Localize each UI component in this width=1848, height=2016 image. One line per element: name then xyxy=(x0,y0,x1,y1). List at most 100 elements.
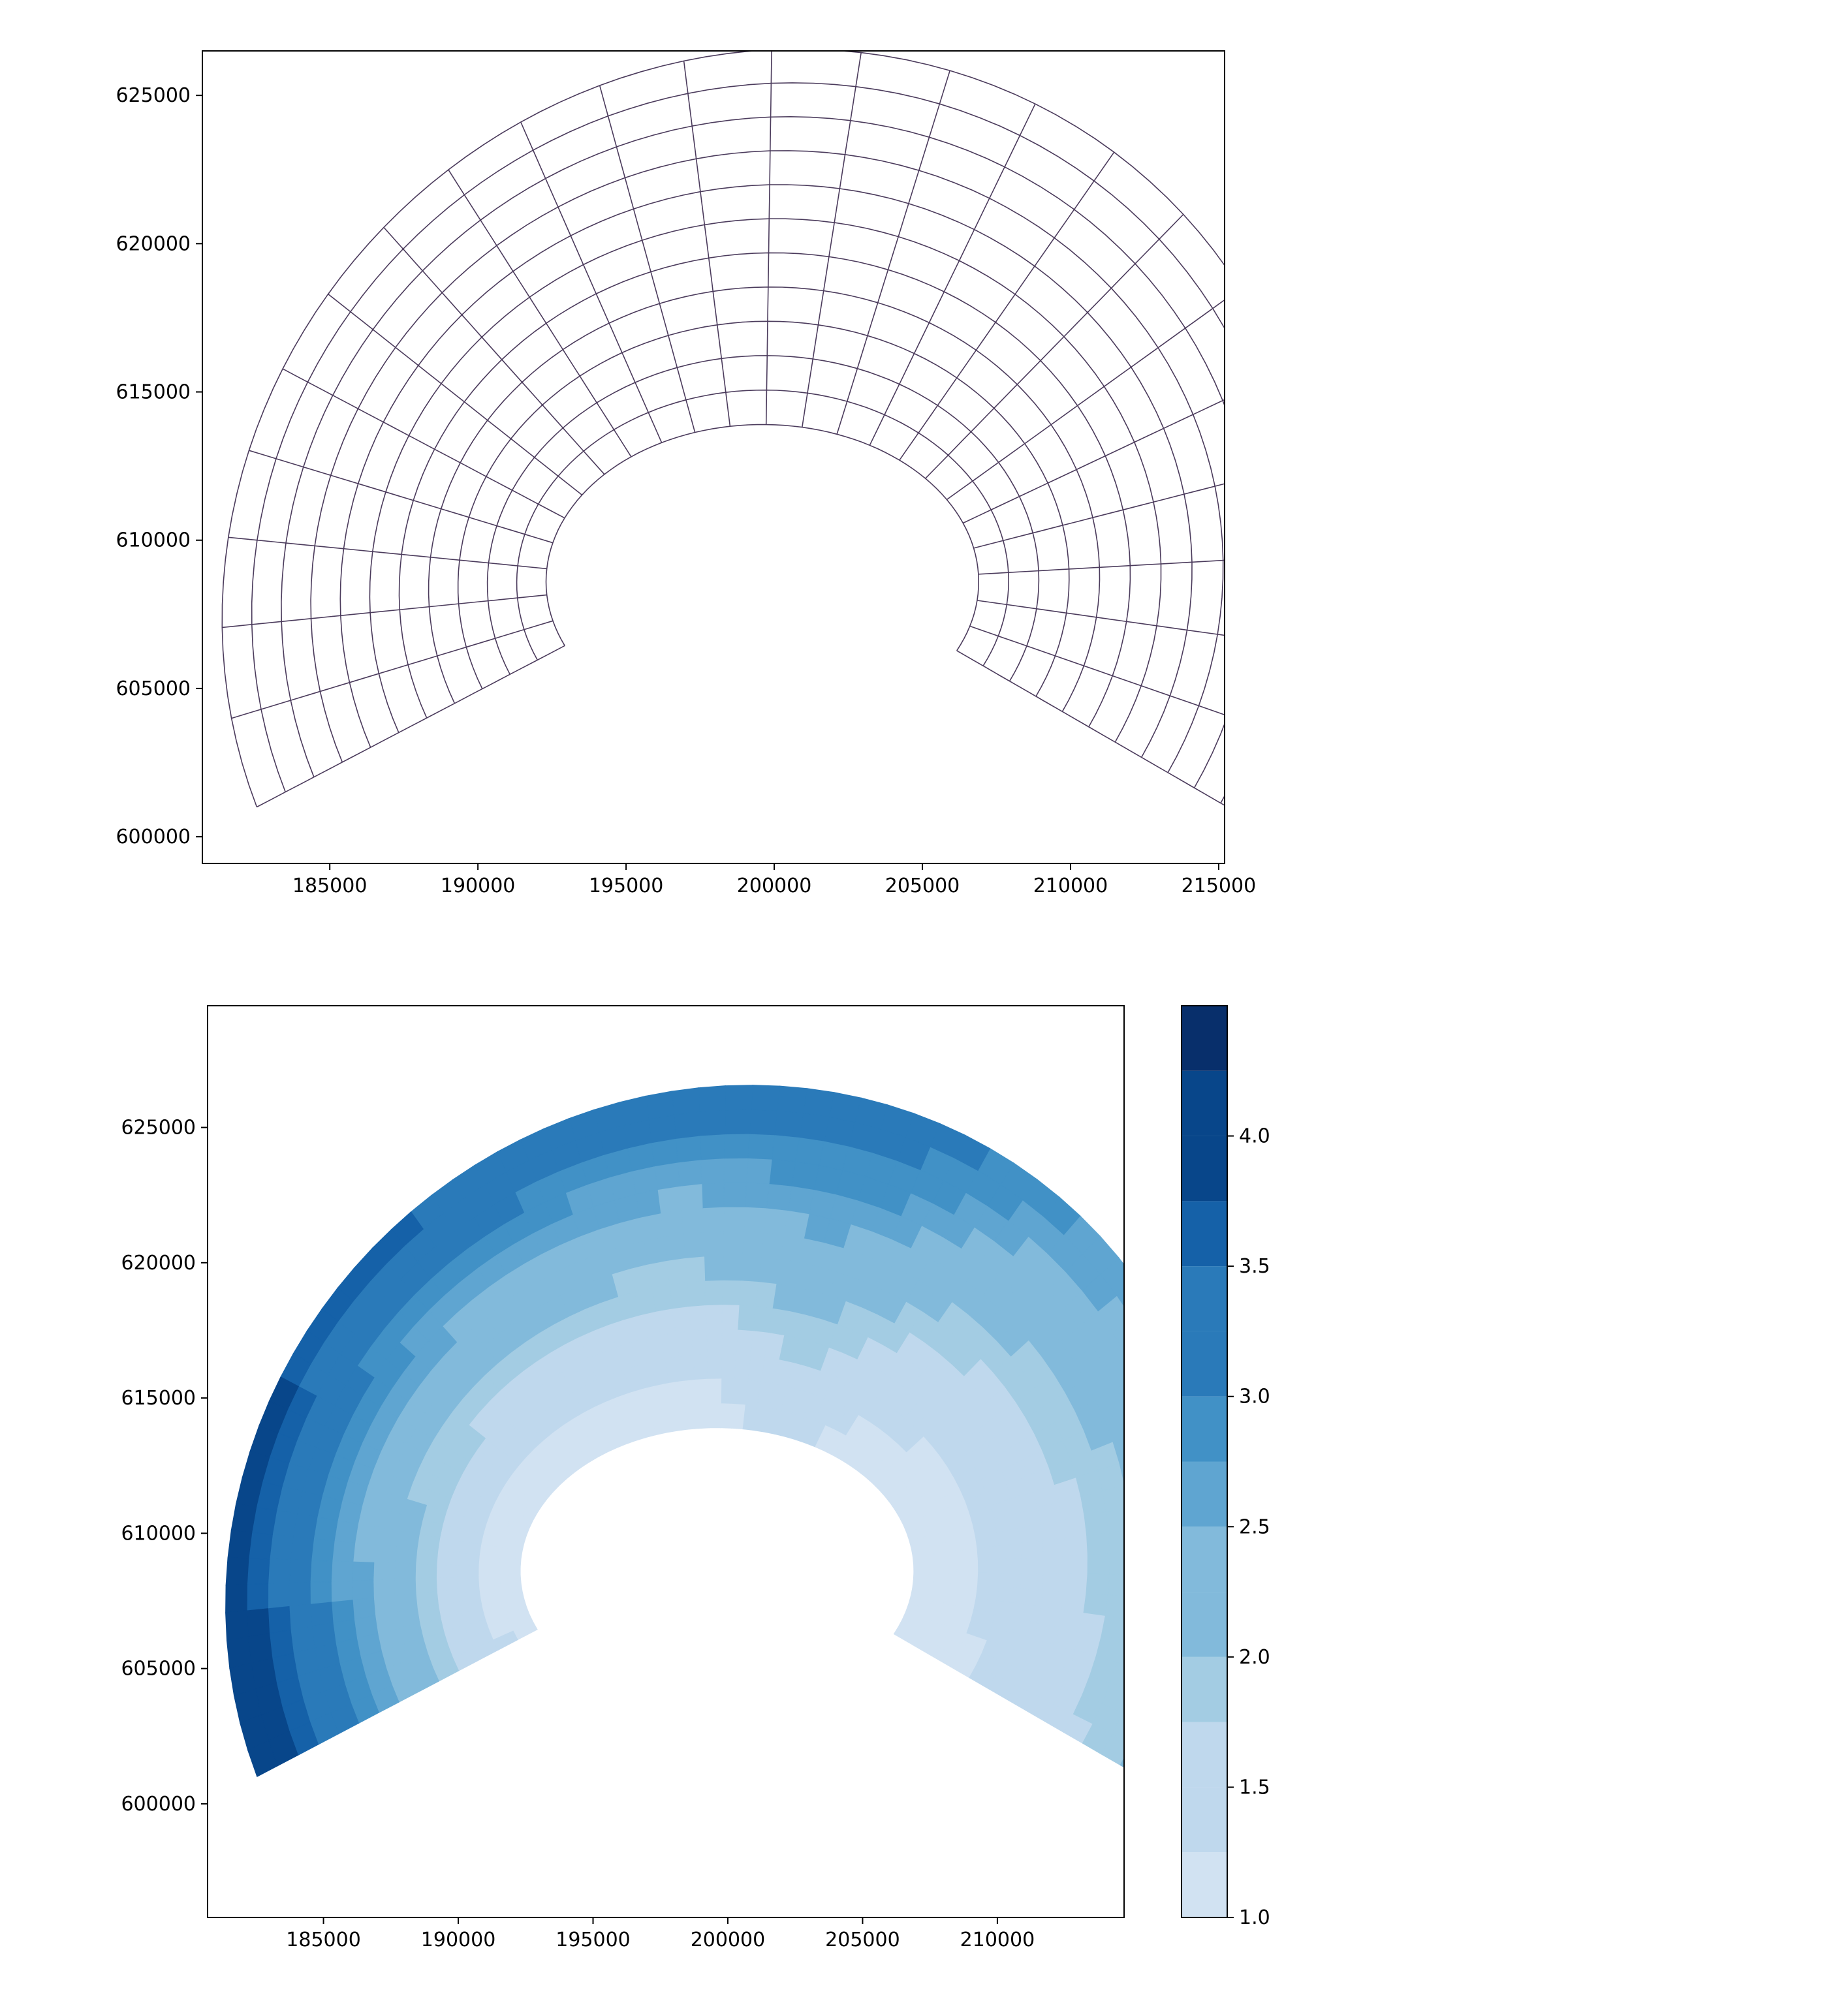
heatmap-cell xyxy=(1154,1549,1177,1575)
mesh-ring-line xyxy=(398,252,1131,728)
heatmap-cell xyxy=(1116,1289,1124,1307)
heatmap-cell xyxy=(1112,1323,1124,1353)
heatmap-plot-frame xyxy=(207,1005,1125,1918)
heatmap-cell xyxy=(975,1585,1000,1601)
heatmap-cell xyxy=(225,1557,249,1586)
heatmap-cell xyxy=(1104,1411,1124,1442)
colorbar-band xyxy=(1182,1787,1227,1853)
heatmap-cell xyxy=(1101,1733,1124,1766)
heatmap-cell xyxy=(746,1157,772,1185)
mesh-spoke-line xyxy=(231,620,554,719)
heatmap-cell xyxy=(913,1562,936,1573)
heatmap-cell xyxy=(774,1109,804,1138)
heatmap-cell xyxy=(706,1328,723,1355)
heatmap-cell xyxy=(1135,1424,1163,1456)
mesh-x-tick-label: 195000 xyxy=(589,875,664,897)
colorbar: 1.0 1.5 2.0 2.5 3.0 3.5 4.0 xyxy=(1181,1005,1270,1929)
heatmap-cell xyxy=(675,1135,702,1163)
heatmap-cell xyxy=(1101,1615,1124,1641)
heatmap-cell xyxy=(692,1354,709,1380)
heatmap-cell xyxy=(703,1255,724,1281)
heatmap-cell xyxy=(1125,1480,1151,1508)
heatmap-cell xyxy=(415,1563,437,1579)
heatmap-cell xyxy=(798,1112,830,1141)
mesh-spoke-line xyxy=(973,483,1225,549)
heatmap-cell xyxy=(668,1281,689,1309)
heatmap-cell xyxy=(1121,1707,1124,1714)
heatmap-cell xyxy=(1061,1591,1087,1613)
heatmap-cell xyxy=(1108,1574,1124,1597)
heatmap-cell xyxy=(246,1608,270,1637)
heatmap-cell xyxy=(724,1109,752,1135)
heatmap-cell xyxy=(683,1232,705,1259)
heatmap-cell xyxy=(723,1230,744,1256)
heatmap-cell xyxy=(768,1158,796,1186)
heatmap-cell xyxy=(698,1109,726,1136)
heatmap-cell xyxy=(1142,1449,1169,1480)
heatmap-cell xyxy=(1132,1551,1155,1575)
heatmap-cell xyxy=(742,1231,764,1258)
heatmap-cell xyxy=(744,1182,770,1209)
heatmap-cell xyxy=(1104,1354,1124,1389)
mesh-lines xyxy=(221,51,1225,808)
heatmap-cell xyxy=(657,1185,682,1214)
colorbar-band xyxy=(1182,1461,1227,1527)
heatmap-cell xyxy=(913,1572,936,1583)
heatmap-cell xyxy=(1020,1573,1044,1590)
heatmap-cell xyxy=(415,1577,437,1594)
heatmap-cell xyxy=(771,1134,800,1162)
heatmap-cell xyxy=(1142,1698,1172,1729)
heatmap-cell xyxy=(721,1328,738,1355)
colorbar-bands xyxy=(1182,1006,1227,1917)
mesh-x-tick-label: 185000 xyxy=(292,875,368,897)
heatmap-cell xyxy=(478,1565,500,1577)
heatmap-cell xyxy=(700,1158,725,1185)
heatmap-cell xyxy=(1086,1573,1110,1596)
heatmap-cell xyxy=(1040,1589,1065,1610)
heatmap-cell xyxy=(1108,1530,1124,1554)
heatmap-cell xyxy=(828,1092,862,1123)
heatmap-cell xyxy=(760,1232,785,1260)
heatmap-cell xyxy=(373,1579,396,1599)
colorbar-tick-label: 3.5 xyxy=(1239,1255,1270,1278)
mesh-ring-line xyxy=(251,82,1225,803)
heatmap-cell xyxy=(651,1138,678,1167)
heatmap-cell xyxy=(269,1534,294,1560)
mesh-y-tick-label: 615000 xyxy=(116,381,191,404)
heatmap-cell xyxy=(956,1572,979,1586)
heatmap-cell xyxy=(699,1134,725,1160)
heatmap-cell xyxy=(653,1162,680,1190)
heatmap-cell xyxy=(698,1085,726,1112)
heatmap-cell xyxy=(394,1578,416,1596)
heatmap-cell xyxy=(1020,1540,1044,1559)
heatmap-cell xyxy=(352,1542,376,1563)
heatmap-cell xyxy=(1102,1485,1124,1512)
heatmap-cell xyxy=(1151,1674,1181,1705)
heatmap-cell xyxy=(375,1527,399,1547)
heatmap-cell xyxy=(499,1566,521,1577)
colorbar-band xyxy=(1182,1592,1227,1657)
heatmap-cell xyxy=(309,1581,332,1605)
heatmap-cell xyxy=(934,1572,958,1584)
heatmap-cell xyxy=(688,1305,707,1331)
heatmap-cell xyxy=(457,1553,480,1566)
heatmap-cell xyxy=(721,1353,737,1380)
heatmap-cell xyxy=(701,1182,725,1209)
heatmap-cell xyxy=(723,1182,747,1207)
colorbar-band xyxy=(1182,1656,1227,1722)
heatmap-cell xyxy=(313,1517,338,1542)
colorbar-axis: 1.0 1.5 2.0 2.5 3.0 3.5 4.0 xyxy=(1227,1125,1270,1929)
heatmap-cell xyxy=(720,1403,734,1429)
heatmap-cell xyxy=(230,1503,257,1533)
colorbar-tick-label: 1.0 xyxy=(1239,1906,1270,1929)
heatmap-cell xyxy=(1148,1390,1178,1424)
heatmap-cell xyxy=(673,1111,701,1140)
heatmap-cell xyxy=(1153,1524,1177,1551)
heatmap-cell xyxy=(663,1233,686,1262)
heatmap-cell xyxy=(977,1572,1001,1587)
mesh-spoke-line xyxy=(599,85,696,433)
heatmap-y-tick-label: 625000 xyxy=(121,1117,196,1140)
heatmap-cell xyxy=(751,1085,781,1111)
heatmap-cell xyxy=(331,1600,354,1624)
heatmap-cell xyxy=(373,1544,397,1564)
